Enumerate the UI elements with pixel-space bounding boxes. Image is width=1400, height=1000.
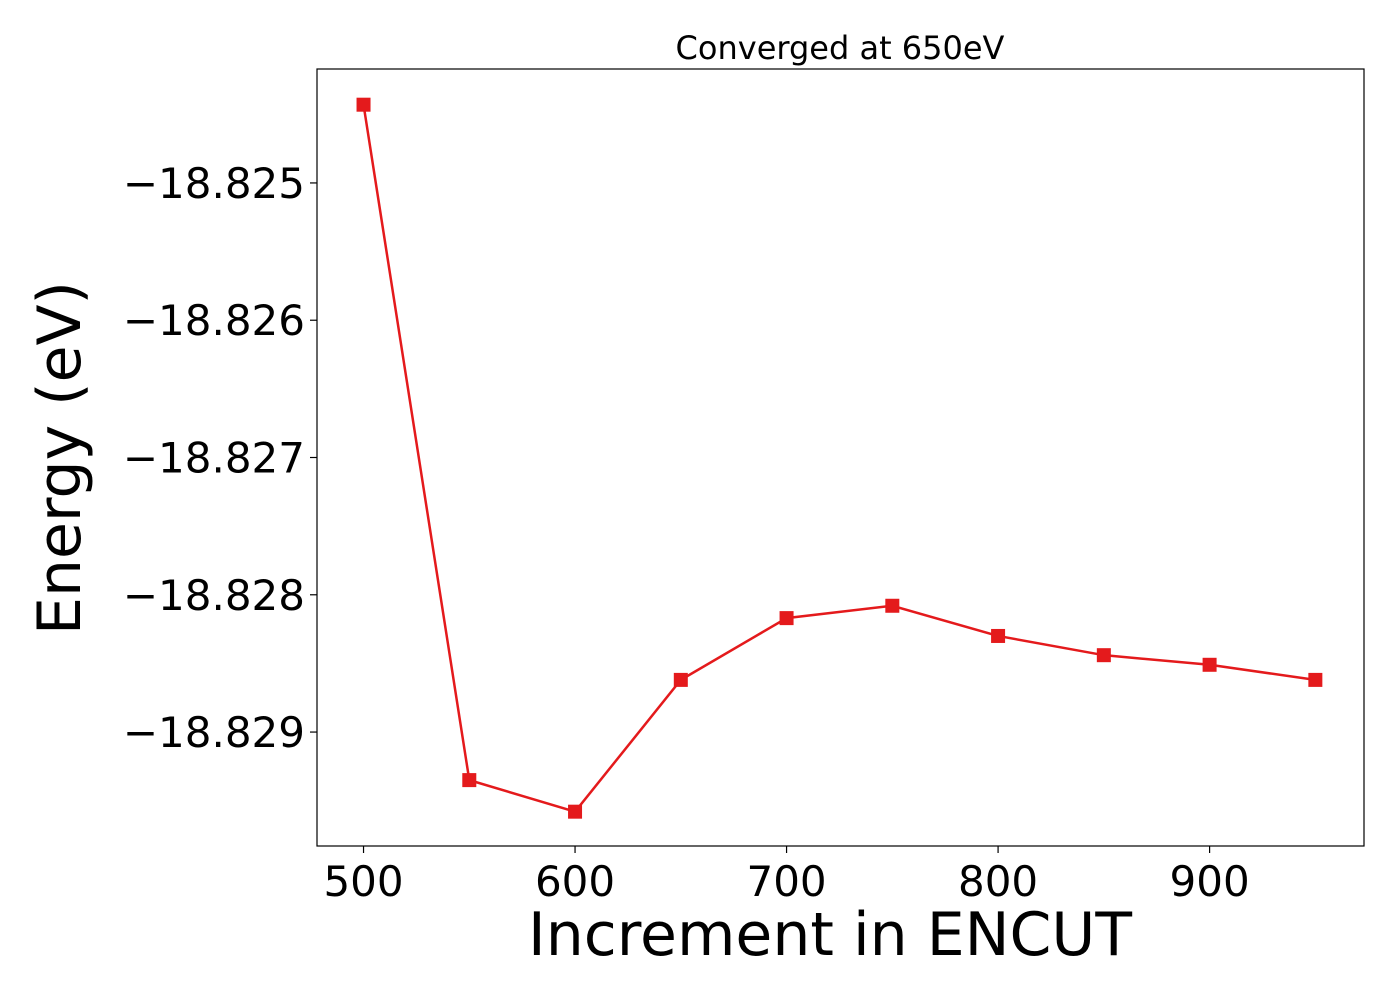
data-point bbox=[885, 598, 900, 613]
y-axis: −18.825 −18.826 −18.827 −18.828 −18.829 bbox=[123, 159, 317, 757]
data-point bbox=[568, 804, 583, 819]
y-tick-label: −18.826 bbox=[123, 296, 305, 345]
x-tick-label: 700 bbox=[746, 857, 826, 906]
plot-frame bbox=[316, 68, 1365, 847]
series-line bbox=[362, 104, 1316, 814]
series-group bbox=[356, 97, 1323, 819]
y-tick-label: −18.827 bbox=[123, 434, 305, 483]
x-axis-title: Increment in ENCUT bbox=[528, 900, 1132, 970]
data-point bbox=[779, 611, 794, 626]
x-tick-label: 500 bbox=[323, 857, 403, 906]
x-tick-label: 600 bbox=[535, 857, 615, 906]
y-tick-label: −18.828 bbox=[123, 571, 305, 620]
y-tick-label: −18.825 bbox=[123, 159, 305, 208]
data-point bbox=[462, 773, 477, 788]
data-point bbox=[991, 628, 1006, 643]
y-axis-title: Energy (eV) bbox=[25, 281, 95, 635]
x-tick-label: 800 bbox=[958, 857, 1038, 906]
x-tick-label: 900 bbox=[1170, 857, 1250, 906]
data-point bbox=[1308, 672, 1323, 687]
chart-title: Converged at 650eV bbox=[676, 29, 1005, 67]
x-axis: 500 600 700 800 900 bbox=[323, 846, 1250, 906]
data-point bbox=[673, 672, 688, 687]
y-tick-label: −18.829 bbox=[123, 708, 305, 757]
data-point bbox=[1096, 648, 1111, 663]
data-point bbox=[1202, 657, 1217, 672]
data-point bbox=[356, 97, 371, 112]
